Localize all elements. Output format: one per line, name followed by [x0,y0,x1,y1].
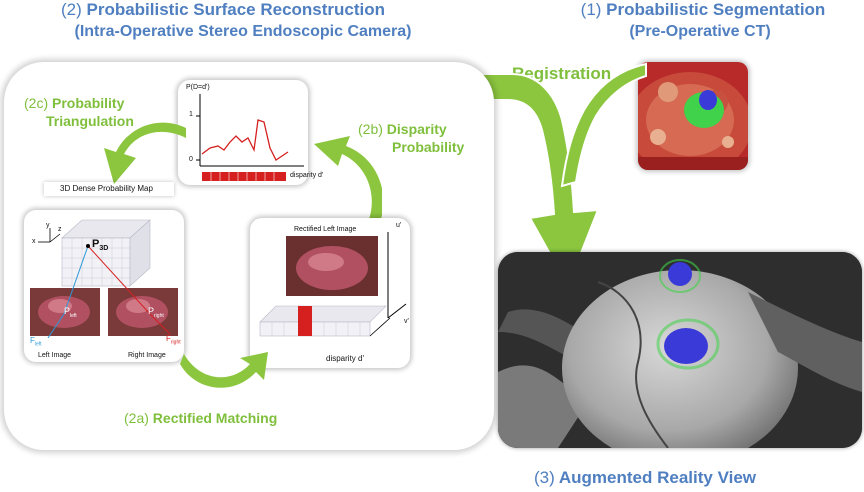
p-right-main: P [148,306,155,316]
right-image-label: Right Image [128,352,166,359]
segmentation-subtitle-text: (Pre-Operative CT) [629,23,771,40]
rectified-card [250,218,410,368]
f-right-sub: right [170,339,181,346]
surface-subtitle-text: (Intra-Operative Stereo Endoscopic Camer… [74,23,412,40]
rectified-grid [259,305,387,337]
triangulation-arrow [104,122,186,184]
ct-image-card [638,62,748,170]
ar-scene [498,252,862,448]
p-left-sub: left [70,312,77,319]
surface-title-text: Probabilistic Surface Reconstruction [86,0,386,19]
disparity-line1: Disparity [386,121,447,137]
p-left-main: P [64,306,71,316]
ar-overlay-top [659,259,701,293]
surface-title-number: (2) [60,0,82,19]
voxel-grid [61,219,151,287]
segmentation-subtitle: (Pre-Operative CT) [600,23,800,41]
left-image-label: Left Image [38,352,72,359]
rectified-matching-label: (2a) Rectified Matching [124,410,277,426]
stereo-images-card [24,210,184,362]
p3d-sub: 3D [99,245,109,253]
disparity-plot-card [178,80,308,185]
ar-overlay-main [656,318,720,370]
rectified-matching-number: (2a) [124,410,149,426]
axis-y-label: y [46,222,50,229]
ar-title-text: Augmented Reality View [558,468,757,487]
plot-y-bottom: 0 [189,156,193,163]
dense-map-label-frame [44,182,174,196]
triangulation-line2: Triangulation [46,113,134,129]
disparity-number: (2b) [358,121,383,137]
registration-arrow [435,62,647,289]
disparity-d-label: disparity d' [326,354,364,363]
disparity-probability-label: (2b) Disparity Probability [358,120,464,156]
registration-label: Registration [512,64,612,83]
disparity-probability-plot [196,94,304,181]
segmentation-title: (1) Probabilistic Segmentation [548,0,858,20]
disparity-arrow [314,136,382,222]
p-right-label: Pright [148,306,164,319]
ar-title-number: (3) [534,468,555,487]
v-axis-label: v' [404,318,409,325]
disparity-line2: Probability [392,139,465,155]
f-left-main: F [30,336,35,345]
dense-map-label: 3D Dense Probability Map [60,184,153,193]
f-left-label: Fleft [30,336,42,348]
segmentation-title-text: Probabilistic Segmentation [606,0,826,19]
stereo-geometry [30,219,178,339]
axis-x-label: x [32,238,36,245]
surface-reconstruction-title: (2) Probabilistic Surface Reconstruction [28,0,418,20]
surface-reconstruction-subtitle: (Intra-Operative Stereo Endoscopic Camer… [28,23,458,41]
segmentation-title-number: (1) [580,0,602,19]
triangulation-label: (2c) Probability Triangulation [24,94,134,130]
triangulation-line1: Probability [52,95,125,111]
triangulation-number: (2c) [24,95,49,111]
rectified-left-label: Rectified Left Image [294,226,357,233]
plot-y-top: 1 [189,111,193,118]
plot-ylabel: P(D=d') [186,84,210,91]
f-right-label: Fright [166,334,181,346]
rectified-matching-arrow [180,352,268,388]
p-right-sub: right [154,312,164,319]
rectified-geometry [259,232,407,337]
ar-view-title: (3) Augmented Reality View [534,468,834,488]
augmented-reality-view [498,252,862,448]
u-axis-label: u' [396,222,402,229]
disparity-bar-cells [202,172,286,181]
plot-xlabel: disparity d' [290,172,324,179]
p3d-main: P [92,238,100,250]
rectified-matching-text: Rectified Matching [152,410,278,426]
p3d-label: P3D [92,238,108,252]
p-left-label: Pleft [64,306,77,319]
f-right-main: F [166,334,171,343]
ct-scan-image [638,62,748,170]
f-left-sub: left [34,341,42,348]
axis-z-label: z [58,226,62,233]
